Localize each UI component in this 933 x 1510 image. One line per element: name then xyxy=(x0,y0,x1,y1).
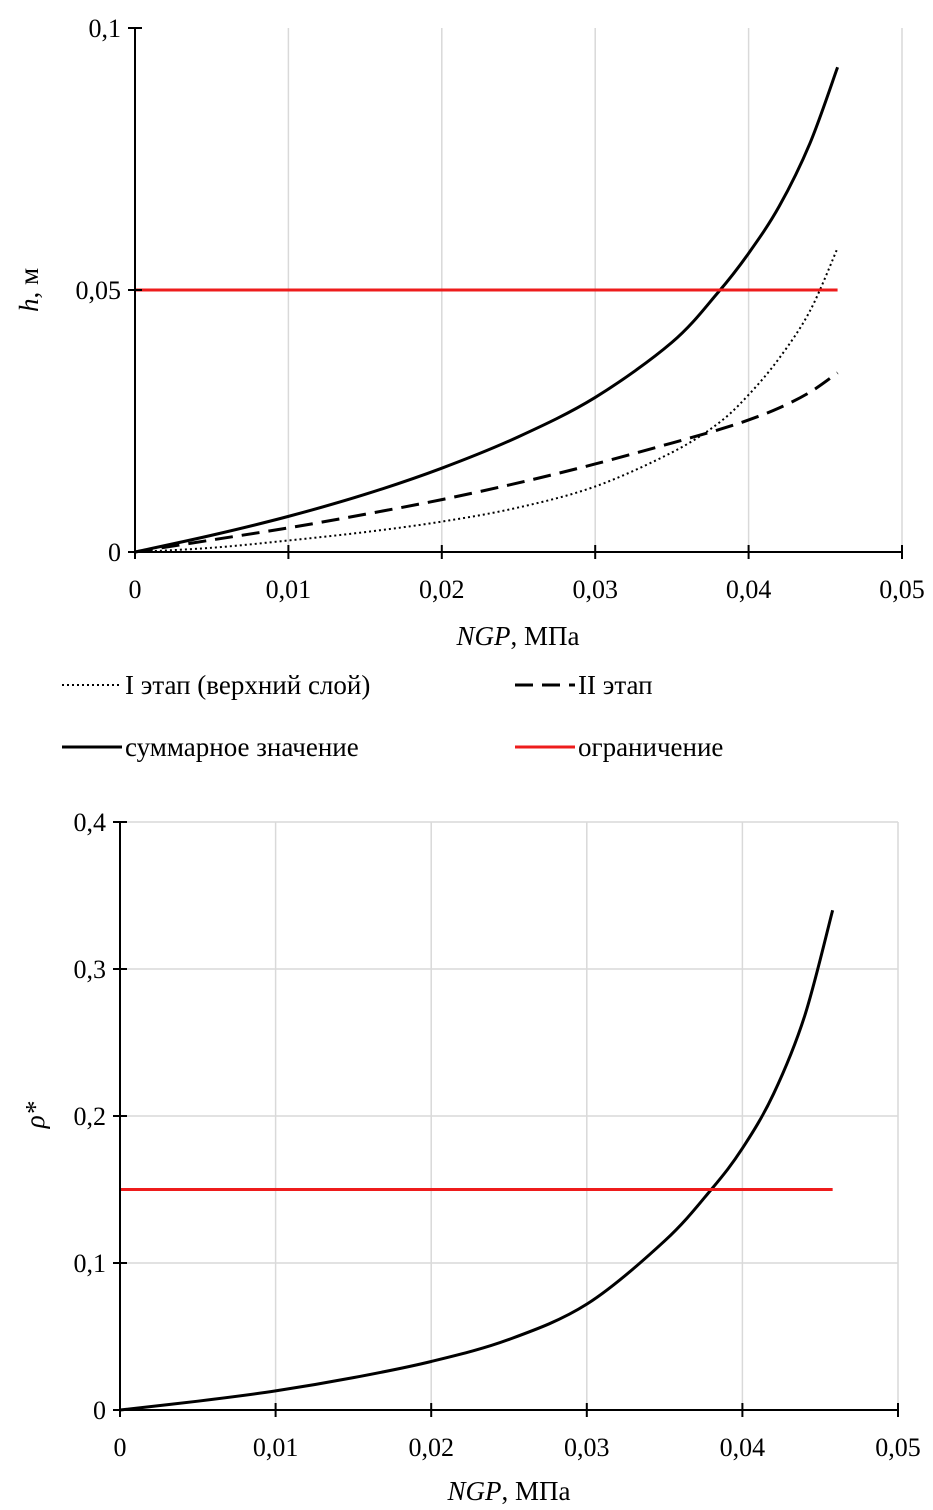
x-tick-label: 0,01 xyxy=(266,575,312,604)
y-axis-unit: , м xyxy=(14,268,44,299)
x-tick-label: 0,03 xyxy=(572,575,618,604)
x-tick-label: 0 xyxy=(129,575,142,604)
x-axis-unit: , МПа xyxy=(502,1476,571,1506)
chart-h-axes xyxy=(128,27,903,559)
chart-rho-y-axis-label: ρ* xyxy=(20,1101,50,1129)
chart-rho-axes xyxy=(113,821,899,1417)
chart-h: 0 0,01 0,02 0,03 0,04 0,05 0 0,05 0,1 NGP, МПа h… xyxy=(14,14,925,762)
legend-label-3: ограничение xyxy=(578,732,723,762)
chart-h-x-axis-label: NGP, МПа xyxy=(456,621,580,651)
y-tick-label: 0,1 xyxy=(89,14,122,43)
x-tick-label: 0,04 xyxy=(720,1433,766,1462)
c1-series-line-1 xyxy=(134,371,839,554)
x-tick-label: 0,05 xyxy=(875,1433,921,1462)
c1-series-line-0 xyxy=(134,247,839,553)
x-tick-label: 0,04 xyxy=(726,575,772,604)
x-tick-label: 0,03 xyxy=(564,1433,610,1462)
y-tick-label: 0,2 xyxy=(74,1102,107,1131)
y-tick-label: 0 xyxy=(93,1396,106,1425)
chart-h-tick-labels: 0 0,01 0,02 0,03 0,04 0,05 0 0,05 0,1 xyxy=(76,14,925,604)
x-axis-unit: , МПа xyxy=(511,621,580,651)
x-tick-label: 0,01 xyxy=(253,1433,299,1462)
chart-h-y-axis-label: h, м xyxy=(14,268,44,312)
chart-rho-grid xyxy=(120,821,899,1410)
chart-rho-tick-labels: 0 0,01 0,02 0,03 0,04 0,05 0 0,1 0,2 0,3 0,4 xyxy=(74,808,921,1462)
chart-h-series xyxy=(134,66,839,554)
y-tick-label: 0,4 xyxy=(74,808,107,837)
y-tick-label: 0,3 xyxy=(74,955,107,984)
y-tick-label: 0,1 xyxy=(74,1249,107,1278)
chart-rho-x-axis-label: NGP, МПа xyxy=(447,1476,571,1506)
y-tick-label: 0 xyxy=(108,538,121,567)
chart-h-legend: I этап (верхний слой) II этап суммарное зн… xyxy=(62,670,723,762)
c1-series-line-2 xyxy=(134,66,839,554)
legend-label-0: I этап (верхний слой) xyxy=(125,670,370,700)
x-axis-var: NGP xyxy=(456,621,511,651)
x-tick-label: 0 xyxy=(114,1433,127,1462)
x-tick-label: 0,02 xyxy=(408,1433,454,1462)
chart-rho: 0 0,01 0,02 0,03 0,04 0,05 0 0,1 0,2 0,3 0,4 NGP, … xyxy=(20,808,921,1506)
x-tick-label: 0,05 xyxy=(879,575,925,604)
c2-series-line-0 xyxy=(119,909,835,1412)
y-tick-label: 0,05 xyxy=(76,276,122,305)
x-tick-label: 0,02 xyxy=(419,575,465,604)
legend-label-2: суммарное значение xyxy=(125,732,359,762)
chart-rho-series xyxy=(119,909,835,1412)
x-axis-var: NGP xyxy=(447,1476,502,1506)
y-axis-var: ρ* xyxy=(20,1101,50,1129)
legend-label-1: II этап xyxy=(578,670,653,700)
y-axis-var: h xyxy=(14,299,44,313)
